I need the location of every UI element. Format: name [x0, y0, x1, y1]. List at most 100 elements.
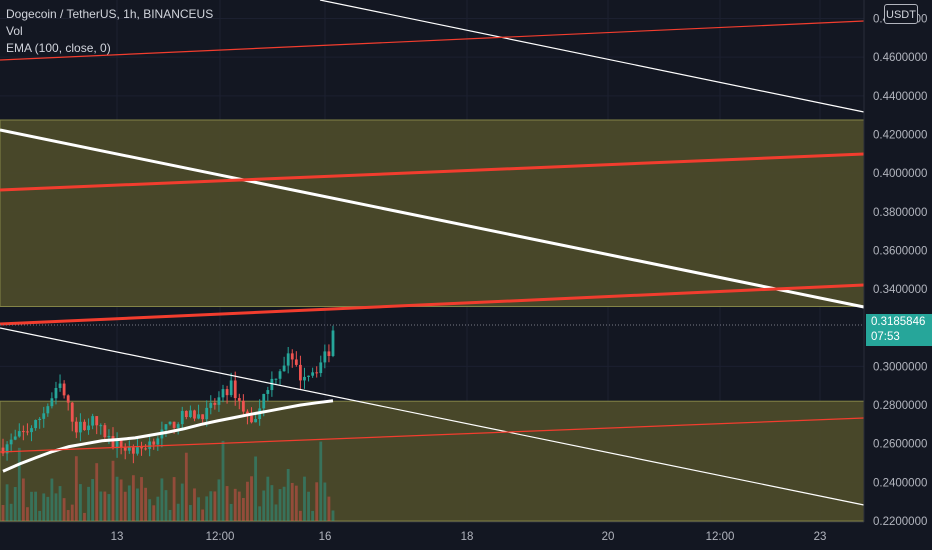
volume-bar [21, 478, 25, 521]
candle-body [197, 414, 200, 419]
candle-body [270, 378, 274, 391]
candle-body [156, 438, 160, 445]
trend-line [0, 327, 865, 506]
candle-body [266, 390, 270, 394]
price-tick-label: 0.2800000 [873, 400, 927, 412]
time-tick-label: 12:00 [706, 531, 735, 543]
volume-bar [209, 491, 213, 521]
time-tick-label: 20 [602, 531, 615, 543]
candle-body [83, 421, 86, 431]
volume-bar [286, 468, 290, 521]
volume-bar [282, 486, 286, 521]
candle-body [250, 415, 253, 423]
volume-bar [278, 489, 282, 521]
candle-body [42, 413, 46, 419]
volume-bar [136, 488, 139, 521]
volume-indicator-label[interactable]: Vol [6, 24, 23, 38]
trend-line [0, 283, 865, 326]
candle-body [9, 439, 13, 445]
volume-bar [99, 491, 103, 521]
volume-bar [30, 491, 33, 521]
price-tick-label: 0.2600000 [873, 439, 927, 451]
volume-bar [34, 491, 37, 521]
currency-tag[interactable]: USDT [884, 4, 918, 24]
volume-bar [270, 485, 274, 521]
trend-line [0, 20, 865, 61]
volume-bar [70, 504, 74, 521]
volume-bar [74, 456, 78, 521]
volume-bar [299, 510, 302, 521]
volume-bar [323, 482, 327, 521]
trend-line [0, 152, 865, 192]
candle-body [315, 372, 319, 374]
candle-body [1, 447, 5, 454]
volume-bars [1, 440, 335, 521]
zones [0, 119, 865, 522]
volume-bar [115, 476, 119, 521]
candle-body [17, 431, 21, 437]
candle-body [282, 365, 286, 372]
candle-body [38, 418, 42, 421]
candle-body [201, 414, 205, 420]
volume-bar [205, 496, 209, 521]
volume-bar [58, 486, 62, 521]
volume-bar [13, 487, 17, 521]
volume-bar [319, 441, 323, 521]
candle-body [66, 395, 70, 403]
volume-bar [307, 491, 310, 521]
volume-bar [54, 493, 58, 521]
time-tick-label: 18 [461, 531, 474, 543]
volume-bar [290, 482, 294, 521]
candle-body [5, 444, 9, 454]
volume-bar [38, 510, 42, 521]
volume-bar [17, 447, 21, 521]
candle-body [152, 441, 156, 445]
volume-bar [217, 479, 221, 521]
candle-body [237, 398, 241, 401]
symbol-title[interactable]: Dogecoin / TetherUS, 1h, BINANCEUS [6, 7, 214, 21]
volume-bar [46, 496, 50, 521]
volume-bar [119, 479, 123, 521]
candle-body [127, 447, 131, 451]
candle-body [209, 402, 213, 408]
price-axis-bg [864, 0, 932, 522]
volume-bar [50, 478, 54, 521]
volume-bar [201, 509, 205, 521]
volume-bar [221, 440, 225, 521]
price-tick-label: 0.3800000 [873, 207, 927, 219]
candle-body [95, 416, 99, 426]
volume-bar [246, 481, 249, 521]
volume-bar [131, 475, 135, 521]
candle-body [21, 431, 25, 433]
volume-bar [254, 456, 257, 521]
volume-bar [26, 507, 29, 521]
price-tick-label: 0.3000000 [873, 361, 927, 373]
candle-body [62, 383, 66, 396]
volume-bar [156, 496, 160, 521]
price-tick-label: 0.3600000 [873, 245, 927, 257]
candle-body [278, 371, 282, 379]
time-axis-labels: 13 12:00 16 18 20 12:00 23 [111, 531, 827, 543]
candle-body [254, 419, 257, 423]
volume-bar [213, 491, 217, 521]
candle-body [172, 421, 176, 428]
candle-body [311, 372, 315, 376]
volume-bar [327, 496, 331, 521]
volume-bar [311, 510, 315, 521]
candle-body [213, 402, 217, 405]
time-tick-label: 23 [814, 531, 827, 543]
volume-bar [262, 490, 266, 521]
candle-body [70, 402, 74, 422]
trend-line [0, 417, 865, 453]
volume-bar [250, 476, 253, 521]
candle-body [319, 362, 323, 374]
volume-bar [103, 491, 107, 521]
ema-indicator-label[interactable]: EMA (100, close, 0) [6, 41, 111, 55]
volume-bar [294, 485, 298, 521]
candle-body [111, 435, 115, 449]
candle-body [79, 421, 82, 433]
candle-body [131, 447, 135, 454]
volume-bar [152, 505, 156, 521]
price-tick-label: 0.3400000 [873, 284, 927, 296]
